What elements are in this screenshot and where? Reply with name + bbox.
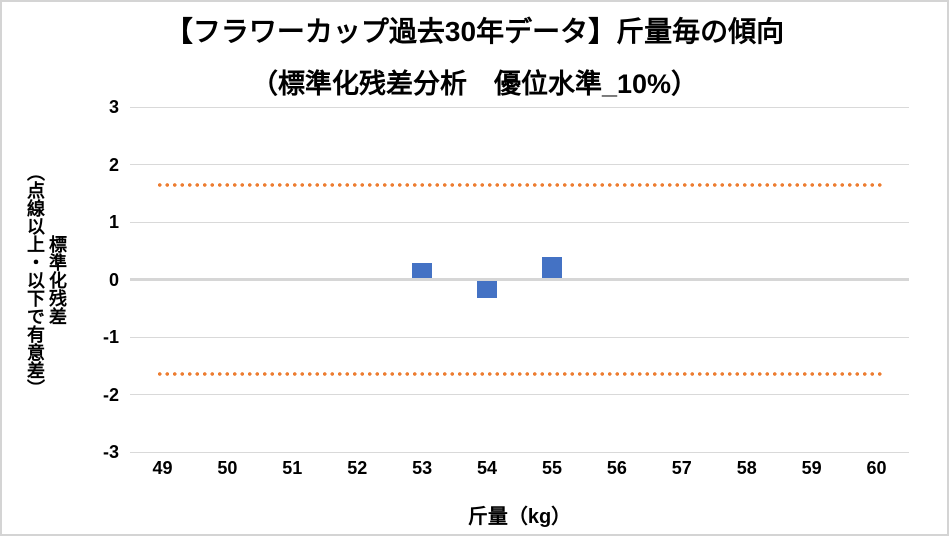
chart-title: 【フラワーカップ過去30年データ】斤量毎の傾向 （標準化残差分析 優位水準_10… (2, 14, 947, 102)
x-tick-label: 50 (217, 458, 238, 478)
x-axis-title: 斤量（kg） (467, 506, 572, 528)
residual-bar-53kg (412, 263, 433, 280)
x-tick-label: 55 (541, 458, 562, 478)
y-tick-label: 3 (108, 97, 119, 117)
gridline-y-2 (130, 164, 909, 165)
chart-title-line2: （標準化残差分析 優位水準_10%） (250, 69, 699, 99)
gridline-y--3 (130, 451, 909, 453)
x-tick-label: 56 (606, 458, 627, 478)
x-axis-line (130, 278, 909, 281)
y-axis-title: 標準化残差 （点線以上・以下で有意差） (22, 120, 68, 440)
gridline-y-3 (130, 106, 909, 108)
x-tick-label: 54 (477, 458, 498, 478)
y-axis-title-sub: （点線以上・以下で有意差） (25, 163, 45, 397)
y-tick-label: 0 (108, 269, 119, 290)
gridline-y--2 (130, 394, 909, 395)
x-tick-label: 53 (412, 458, 433, 478)
x-tick-label: 57 (671, 458, 692, 478)
y-tick-label: -2 (102, 384, 119, 405)
x-tick-label: 58 (736, 458, 757, 478)
y-tick-label: 2 (108, 154, 119, 175)
x-tick-label: 60 (866, 458, 887, 478)
x-tick-label: 59 (801, 458, 822, 478)
x-tick-label: 49 (152, 458, 173, 478)
chart-title-line1: 【フラワーカップ過去30年データ】斤量毎の傾向 (164, 16, 785, 47)
gridline-y-1 (130, 221, 909, 223)
residual-bar-55kg (541, 257, 562, 280)
x-tick-label: 51 (282, 458, 303, 478)
x-tick-label: 52 (347, 458, 368, 478)
gridline-y--1 (130, 336, 909, 338)
residual-bar-54kg (477, 279, 498, 298)
y-tick-label: -1 (102, 327, 119, 347)
y-tick-label: 1 (108, 212, 119, 232)
threshold-line-upper (156, 182, 885, 187)
y-tick-label: -3 (102, 442, 119, 462)
y-axis-title-main: 標準化残差 (47, 235, 67, 325)
threshold-line-lower (156, 372, 885, 377)
